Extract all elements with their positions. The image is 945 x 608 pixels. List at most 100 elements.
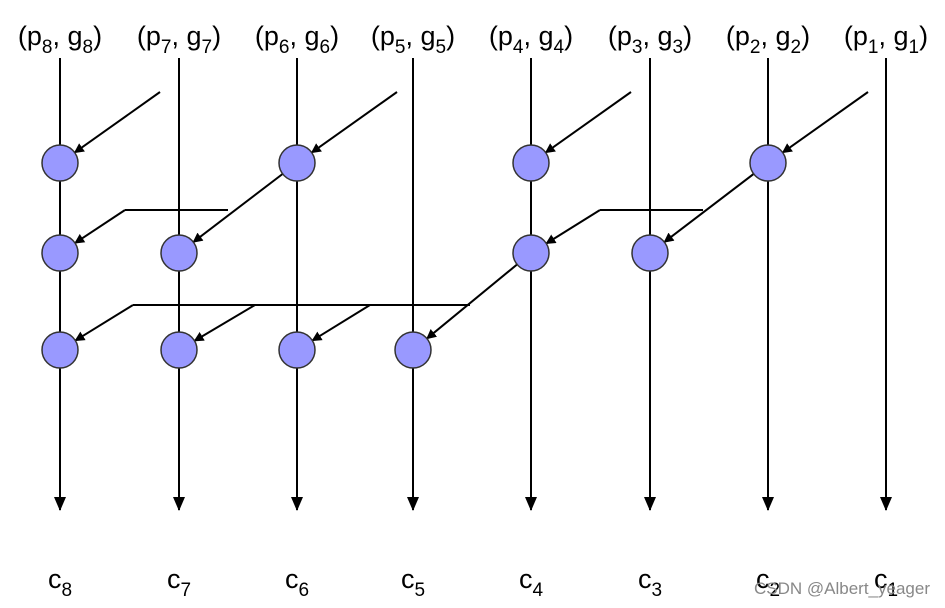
prefix-node bbox=[512, 234, 550, 272]
wires bbox=[54, 58, 892, 511]
label: c2 bbox=[756, 564, 780, 601]
nodes bbox=[41, 144, 787, 369]
label-text: , g bbox=[523, 21, 553, 51]
label: c1 bbox=[874, 564, 898, 601]
label: (p3, g3) bbox=[608, 21, 692, 58]
prefix-node bbox=[394, 331, 432, 369]
label-text: ) bbox=[446, 21, 455, 51]
prefix-node bbox=[749, 144, 787, 182]
prefix-node bbox=[631, 234, 669, 272]
label: (p1, g1) bbox=[844, 21, 928, 58]
label-text: , g bbox=[642, 21, 672, 51]
label: (p8, g8) bbox=[18, 21, 102, 58]
watermark: CSDN @Albert_yeager bbox=[754, 579, 930, 598]
subscript: 2 bbox=[769, 580, 780, 601]
subscript: 4 bbox=[532, 580, 543, 601]
label-text: ) bbox=[212, 21, 221, 51]
subscript: 2 bbox=[791, 37, 802, 58]
subscript: 3 bbox=[632, 37, 643, 58]
label-text: ) bbox=[330, 21, 339, 51]
subscript: 2 bbox=[750, 37, 761, 58]
arrow bbox=[663, 162, 769, 243]
label-text: , g bbox=[289, 21, 319, 51]
subscript: 7 bbox=[180, 580, 191, 601]
subscript: 1 bbox=[909, 37, 920, 58]
label-text: , g bbox=[760, 21, 790, 51]
label-text: (p bbox=[371, 21, 395, 51]
label: (p2, g2) bbox=[726, 21, 810, 58]
label-text: c bbox=[167, 564, 181, 594]
label-text: , g bbox=[171, 21, 201, 51]
label-text: c bbox=[401, 564, 415, 594]
label-text: ) bbox=[683, 21, 692, 51]
label: c8 bbox=[48, 564, 72, 601]
label-text: c bbox=[48, 564, 62, 594]
subscript: 8 bbox=[83, 37, 94, 58]
label: (p5, g5) bbox=[371, 21, 455, 58]
subscript: 7 bbox=[161, 37, 172, 58]
arrow bbox=[544, 91, 632, 154]
labels: (p8, g8) (p7, g7) (p6, g6) (p5, g5) (p4, g4)… bbox=[18, 21, 928, 601]
label-text: (p bbox=[489, 21, 513, 51]
label-text: (p bbox=[844, 21, 868, 51]
label-text: (p bbox=[18, 21, 42, 51]
subscript: 5 bbox=[436, 37, 447, 58]
arrow bbox=[193, 304, 256, 342]
prefix-node bbox=[160, 234, 198, 272]
prefix-node bbox=[160, 331, 198, 369]
label-text: ) bbox=[93, 21, 102, 51]
arrow bbox=[545, 209, 601, 245]
label-text: , g bbox=[405, 21, 435, 51]
label-text: ) bbox=[801, 21, 810, 51]
subscript: 6 bbox=[298, 580, 309, 601]
label-text: c bbox=[756, 564, 770, 594]
label-text: c bbox=[519, 564, 533, 594]
subscript: 5 bbox=[395, 37, 406, 58]
label-text: (p bbox=[726, 21, 750, 51]
label-text: (p bbox=[608, 21, 632, 51]
subscript: 3 bbox=[673, 37, 684, 58]
prefix-node bbox=[278, 331, 316, 369]
arrow bbox=[426, 252, 532, 340]
label-text: c bbox=[285, 564, 299, 594]
subscript: 8 bbox=[42, 37, 53, 58]
label-text: c bbox=[638, 564, 652, 594]
arrow bbox=[74, 304, 134, 342]
label: c7 bbox=[167, 564, 191, 601]
subscript: 1 bbox=[868, 37, 879, 58]
label-text: ) bbox=[919, 21, 928, 51]
label: c4 bbox=[519, 564, 544, 601]
subscript: 5 bbox=[414, 580, 425, 601]
subscript: 6 bbox=[320, 37, 331, 58]
subscript: 1 bbox=[887, 580, 898, 601]
label-text: , g bbox=[878, 21, 908, 51]
arrow bbox=[781, 91, 869, 154]
label-text: (p bbox=[137, 21, 161, 51]
prefix-node bbox=[41, 234, 79, 272]
label-text: c bbox=[874, 564, 888, 594]
subscript: 4 bbox=[554, 37, 565, 58]
subscript: 8 bbox=[61, 580, 72, 601]
prefix-node bbox=[41, 331, 79, 369]
label-text: (p bbox=[255, 21, 279, 51]
label: c5 bbox=[401, 564, 425, 601]
arrow bbox=[311, 304, 371, 342]
label: (p4, g4) bbox=[489, 21, 573, 58]
label: c6 bbox=[285, 564, 309, 601]
label-text: , g bbox=[52, 21, 82, 51]
label: (p7, g7) bbox=[137, 21, 221, 58]
prefix-node bbox=[41, 144, 79, 182]
label-text: ) bbox=[564, 21, 573, 51]
subscript: 7 bbox=[202, 37, 213, 58]
subscript: 3 bbox=[651, 580, 662, 601]
arrow bbox=[73, 91, 161, 154]
arrow bbox=[74, 209, 126, 244]
subscript: 4 bbox=[513, 37, 524, 58]
prefix-node bbox=[278, 144, 316, 182]
label: c3 bbox=[638, 564, 662, 601]
prefix-node bbox=[512, 144, 550, 182]
label: (p6, g6) bbox=[255, 21, 339, 58]
arrow bbox=[192, 162, 298, 243]
arrow bbox=[310, 91, 398, 154]
